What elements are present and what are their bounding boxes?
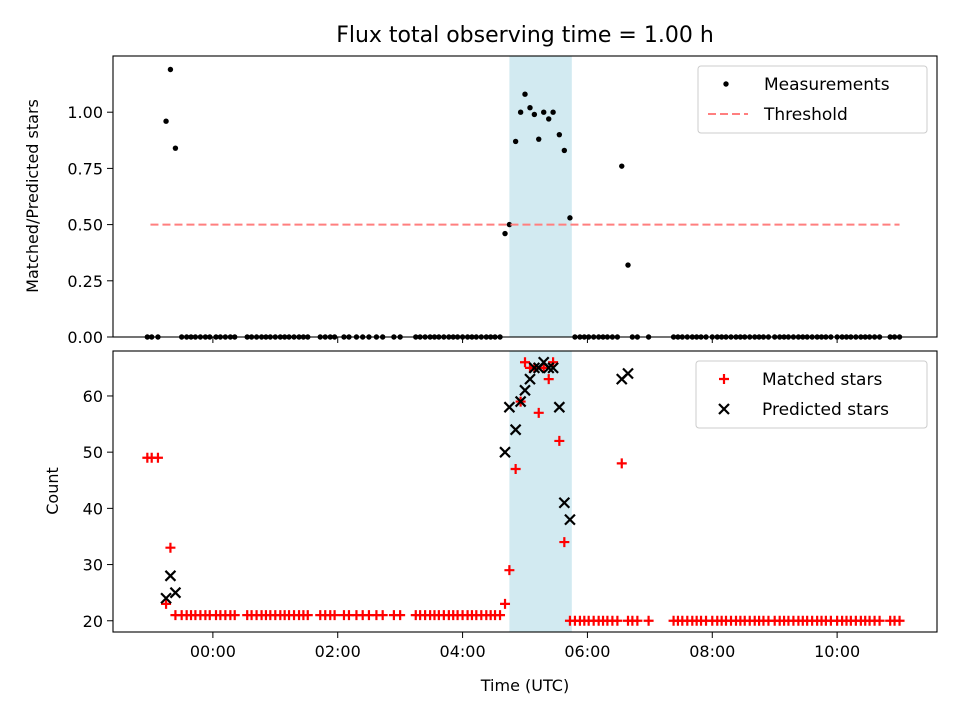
data-point [502, 230, 508, 237]
highlight-span [509, 351, 572, 632]
data-point [506, 221, 513, 228]
data-point [514, 395, 527, 408]
data-point [547, 362, 559, 374]
data-point [536, 136, 542, 142]
legend-label: Matched stars [762, 370, 882, 390]
y-tick-label: 60 [83, 387, 103, 406]
data-point [163, 118, 169, 124]
x-tick-label: 06:00 [564, 642, 610, 661]
plot-frame [112, 350, 938, 633]
data-point [152, 452, 163, 463]
y-tick-label: 20 [83, 612, 103, 631]
x-tick-label: 10:00 [814, 642, 860, 661]
data-point [524, 373, 536, 385]
data-point [517, 109, 524, 115]
data-point [643, 615, 654, 626]
data-point [160, 592, 172, 605]
y-tick-label: 0.25 [67, 272, 103, 291]
x-tick-label: 02:00 [315, 642, 361, 661]
data-point [512, 138, 519, 145]
data-point [625, 262, 631, 268]
y-tick-label: 40 [83, 499, 103, 518]
data-point [522, 91, 528, 97]
data-point [550, 109, 556, 115]
legend-label: Threshold [763, 105, 848, 125]
x-axis-label: Time (UTC) [480, 676, 569, 695]
legend-marker [719, 374, 729, 384]
y-tick-label: 1.00 [67, 103, 103, 122]
data-point [538, 362, 549, 373]
series-predicted-stars [160, 356, 634, 605]
data-point [499, 446, 511, 458]
series-matched-stars [142, 357, 905, 626]
data-point [165, 542, 176, 553]
legend-box [697, 65, 928, 134]
data-point [495, 610, 506, 621]
data-point [556, 131, 563, 138]
panel-counts: 20 30 40 50 60 00:00 02:00 04:00 06:00 08:00 10:00… [43, 350, 938, 661]
data-point [528, 362, 541, 374]
data-point [874, 615, 885, 626]
data-point [564, 513, 576, 526]
data-point [229, 610, 240, 621]
plot-frame [112, 55, 938, 338]
legend-label: Predicted stars [762, 400, 889, 420]
data-point [558, 496, 571, 509]
data-point [619, 163, 625, 169]
y-axis-label: Matched/Predicted stars [23, 99, 42, 293]
x-tick-label: 08:00 [689, 642, 735, 661]
data-point [503, 401, 516, 413]
chart-title: Flux total observing time = 1.00 h [336, 23, 714, 48]
panel-ratio: 0.00 0.25 0.50 0.75 1.00 Matched/Predicted st… [23, 55, 938, 347]
highlight-span [509, 56, 572, 337]
y-tick-label: 0.75 [67, 159, 103, 178]
data-point [169, 586, 182, 599]
data-point [543, 374, 554, 385]
data-point [541, 109, 547, 115]
data-point [504, 565, 515, 576]
data-point [302, 610, 313, 621]
data-point [559, 537, 570, 548]
x-tick-label: 00:00 [190, 642, 236, 661]
data-point [520, 357, 530, 368]
data-point [542, 362, 555, 374]
y-tick-label: 50 [83, 443, 103, 462]
data-point [612, 615, 623, 626]
y-axis-label: Count [43, 467, 62, 515]
legend-marker [718, 403, 730, 415]
data-point [377, 610, 388, 621]
data-point [509, 423, 522, 436]
x-tick-label: 04:00 [440, 642, 486, 661]
data-point [167, 66, 174, 73]
y-tick-label: 30 [83, 556, 103, 575]
legend-label: Measurements [764, 75, 890, 95]
data-point [164, 570, 177, 582]
data-point [554, 435, 565, 446]
y-tick-label: 0.50 [67, 216, 103, 235]
data-point [531, 111, 538, 118]
data-point [161, 598, 172, 609]
data-point [622, 367, 634, 380]
data-point [553, 401, 566, 413]
data-point [567, 215, 573, 221]
y-tick-label: 0.00 [67, 328, 103, 347]
legend-box [695, 360, 928, 429]
data-point [519, 384, 531, 397]
data-point [616, 458, 627, 469]
data-point [546, 116, 552, 122]
data-point [533, 407, 544, 418]
data-point [527, 105, 533, 111]
data-point [632, 615, 643, 626]
data-point [329, 610, 340, 621]
data-point [395, 610, 406, 621]
legend-marker [723, 81, 729, 87]
data-point [561, 147, 568, 154]
data-point [510, 464, 521, 475]
data-point [894, 615, 905, 626]
legend: Matched stars Predicted stars [695, 360, 928, 429]
data-point [500, 598, 511, 609]
data-point [172, 145, 179, 151]
legend: Measurements Threshold [697, 65, 928, 134]
